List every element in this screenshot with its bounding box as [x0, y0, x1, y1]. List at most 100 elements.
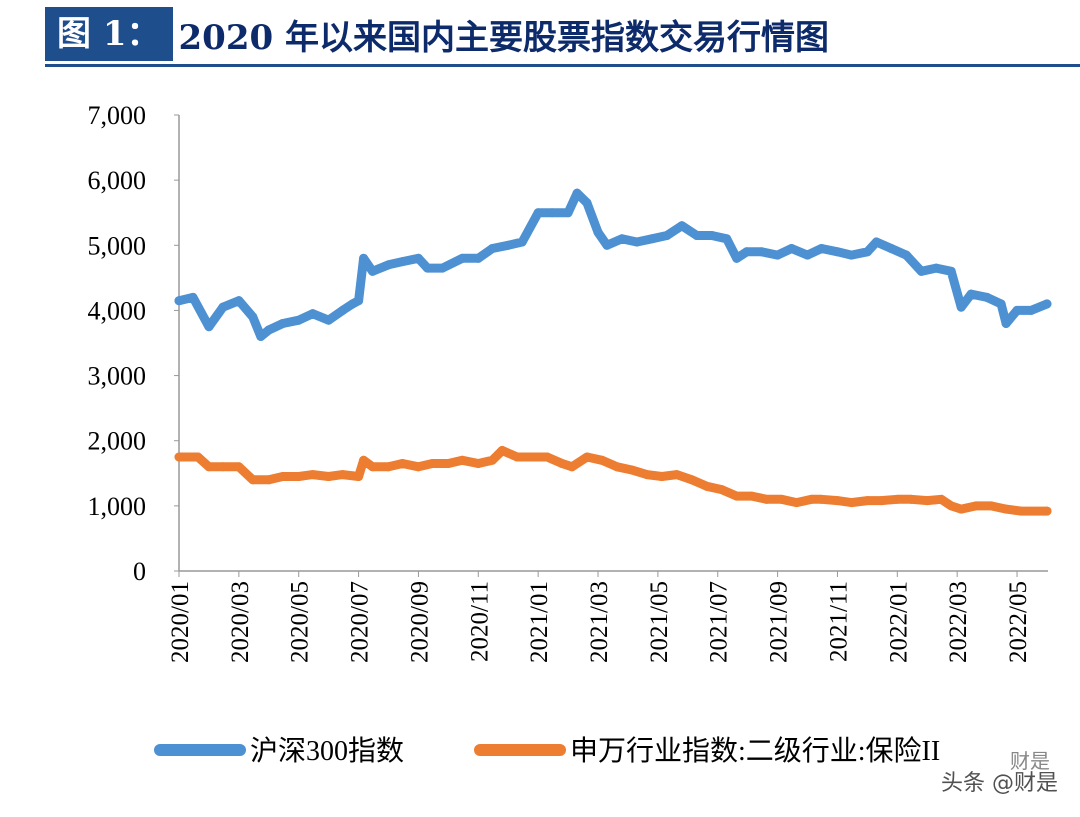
data-point: [832, 496, 842, 506]
data-point: [787, 244, 797, 254]
data-point: [473, 253, 483, 263]
data-point: [792, 498, 802, 508]
data-point: [308, 309, 318, 319]
data-point: [174, 452, 184, 462]
data-point: [487, 244, 497, 254]
data-point: [732, 253, 742, 263]
data-point: [1042, 506, 1052, 516]
data-point: [687, 475, 697, 485]
data-point: [892, 494, 902, 504]
data-point: [567, 462, 577, 472]
data-point: [672, 470, 682, 480]
y-tick-label: 4,000: [88, 296, 147, 325]
figure-header: 图 1： 2020 年以来国内主要股票指数交易行情图: [45, 7, 829, 61]
data-point: [174, 296, 184, 306]
x-tick-label: 2021/11: [825, 581, 852, 662]
data-point: [204, 462, 214, 472]
data-point: [294, 472, 304, 482]
x-tick-label: 2022/01: [885, 581, 912, 663]
data-point: [527, 452, 537, 462]
data-point: [188, 292, 198, 302]
chart-title: 2020 年以来国内主要股票指数交易行情图: [178, 17, 829, 58]
data-point: [397, 459, 407, 469]
data-point: [427, 459, 437, 469]
y-tick-label: 2,000: [88, 427, 147, 456]
data-point: [922, 496, 932, 506]
data-point: [742, 247, 752, 257]
x-tick-label: 2022/05: [1005, 581, 1032, 663]
data-point: [443, 459, 453, 469]
data-point: [747, 491, 757, 501]
data-point: [816, 244, 826, 254]
data-point: [547, 208, 557, 218]
data-point: [308, 470, 318, 480]
x-tick-label: 2021/03: [586, 581, 613, 663]
y-tick-label: 3,000: [88, 362, 147, 391]
data-point: [876, 496, 886, 506]
data-point: [582, 452, 592, 462]
data-point: [354, 296, 364, 306]
data-point: [966, 289, 976, 299]
data-point: [717, 485, 727, 495]
data-point: [256, 331, 266, 341]
x-tick-label: 2020/11: [466, 581, 493, 662]
data-point: [517, 237, 527, 247]
data-point: [617, 234, 627, 244]
data-point: [692, 231, 702, 241]
data-point: [533, 208, 543, 218]
data-point: [503, 240, 513, 250]
data-point: [901, 250, 911, 260]
data-point: [338, 305, 348, 315]
x-tick-label: 2021/05: [646, 581, 673, 663]
data-point: [563, 208, 573, 218]
data-point: [647, 234, 657, 244]
data-point: [368, 266, 378, 276]
data-point: [384, 462, 394, 472]
data-point: [324, 472, 334, 482]
data-point: [413, 253, 423, 263]
data-point: [368, 462, 378, 472]
data-point: [946, 501, 956, 511]
data-point: [557, 459, 567, 469]
data-point: [248, 475, 258, 485]
x-tick-label: 2022/03: [945, 581, 972, 663]
data-point: [1016, 506, 1026, 516]
data-point: [218, 462, 228, 472]
data-point: [846, 498, 856, 508]
data-point: [642, 470, 652, 480]
data-point: [777, 494, 787, 504]
data-point: [627, 465, 637, 475]
data-point: [982, 292, 992, 302]
x-tick-label: 2020/01: [167, 581, 194, 663]
data-point: [862, 247, 872, 257]
title-divider: [45, 64, 1080, 67]
data-point: [338, 470, 348, 480]
data-point: [931, 263, 941, 273]
x-tick-label: 2020/03: [227, 581, 254, 663]
data-point: [722, 234, 732, 244]
legend-label: 沪深300指数: [250, 735, 404, 767]
data-point: [612, 462, 622, 472]
data-point: [807, 494, 817, 504]
data-point: [1026, 305, 1036, 315]
data-point: [324, 315, 334, 325]
x-tick-label: 2020/07: [347, 581, 374, 663]
data-point: [732, 491, 742, 501]
x-tick-label: 2020/09: [406, 581, 433, 663]
data-point: [916, 266, 926, 276]
data-point: [602, 240, 612, 250]
data-point: [773, 250, 783, 260]
data-point: [816, 494, 826, 504]
data-point: [871, 237, 881, 247]
data-point: [677, 221, 687, 231]
data-point: [512, 452, 522, 462]
data-point: [457, 455, 467, 465]
data-point: [936, 494, 946, 504]
data-point: [193, 452, 203, 462]
data-point: [986, 501, 996, 511]
data-point: [248, 312, 258, 322]
data-point: [757, 247, 767, 257]
data-point: [264, 475, 274, 485]
data-point: [996, 299, 1006, 309]
data-point: [384, 260, 394, 270]
